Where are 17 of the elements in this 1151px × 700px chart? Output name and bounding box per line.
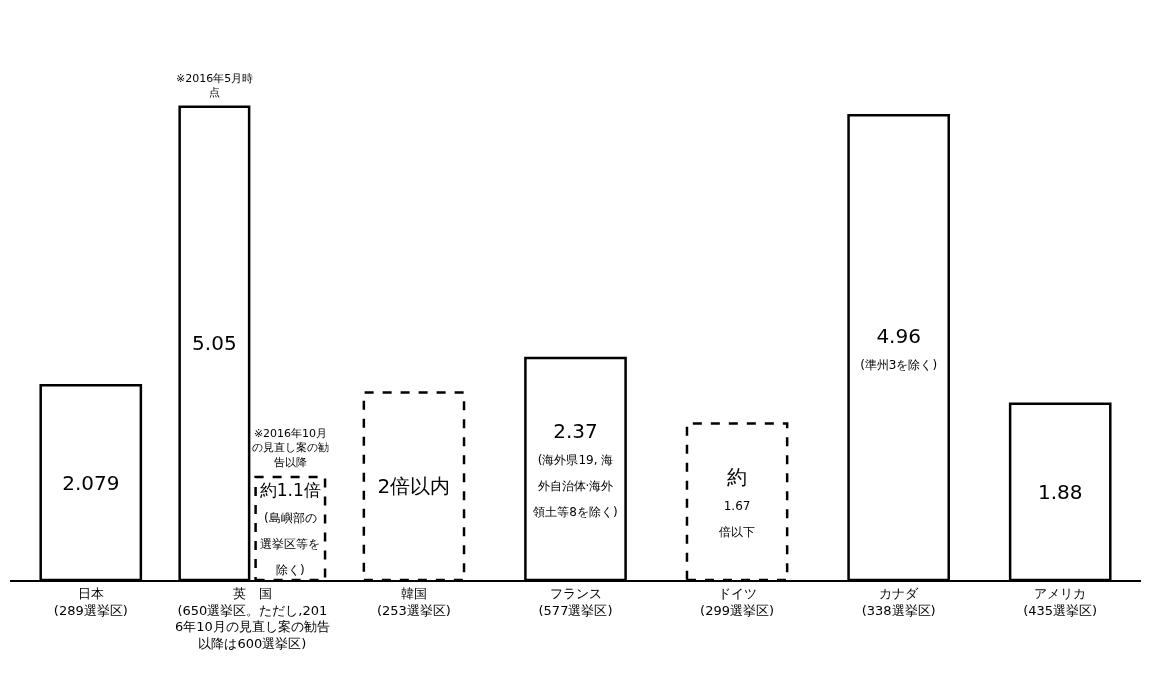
data-label: 4.96 (準州3を除く) [860,323,938,372]
annotation: ※2016年10月の見直し案の勧告以降 [252,427,329,469]
data-label: 2.079 [62,470,120,495]
x-tick-label: アメリカ (435選挙区) [1023,585,1098,618]
x-tick-label: フランス (577選挙区) [538,585,613,618]
data-label: 5.05 [192,331,237,356]
x-tick-label: 韓国 (253選挙区) [376,585,451,618]
data-label: 2.37 (海外県19, 海外自治体·海外領土等8を除く) [533,418,618,519]
annotation: ※2016年5月時点 [176,72,254,100]
data-label: 約1.1倍 (島嶼部の選挙区等を除く) [259,479,321,577]
data-label: 1.88 [1037,479,1083,504]
x-tick-label: 日本 (289選挙区) [53,585,128,618]
x-tick-label: ドイツ (299選挙区) [700,585,775,618]
x-tick-label: 英 国 (650選挙区。ただし,2016年10月の見直し案の勧告以降は600選挙区) [174,585,330,652]
data-label: 約 1.67 倍以下 [719,464,756,539]
data-label: 2倍以内 [377,474,451,499]
x-tick-label: カナダ (338選挙区) [861,585,936,618]
